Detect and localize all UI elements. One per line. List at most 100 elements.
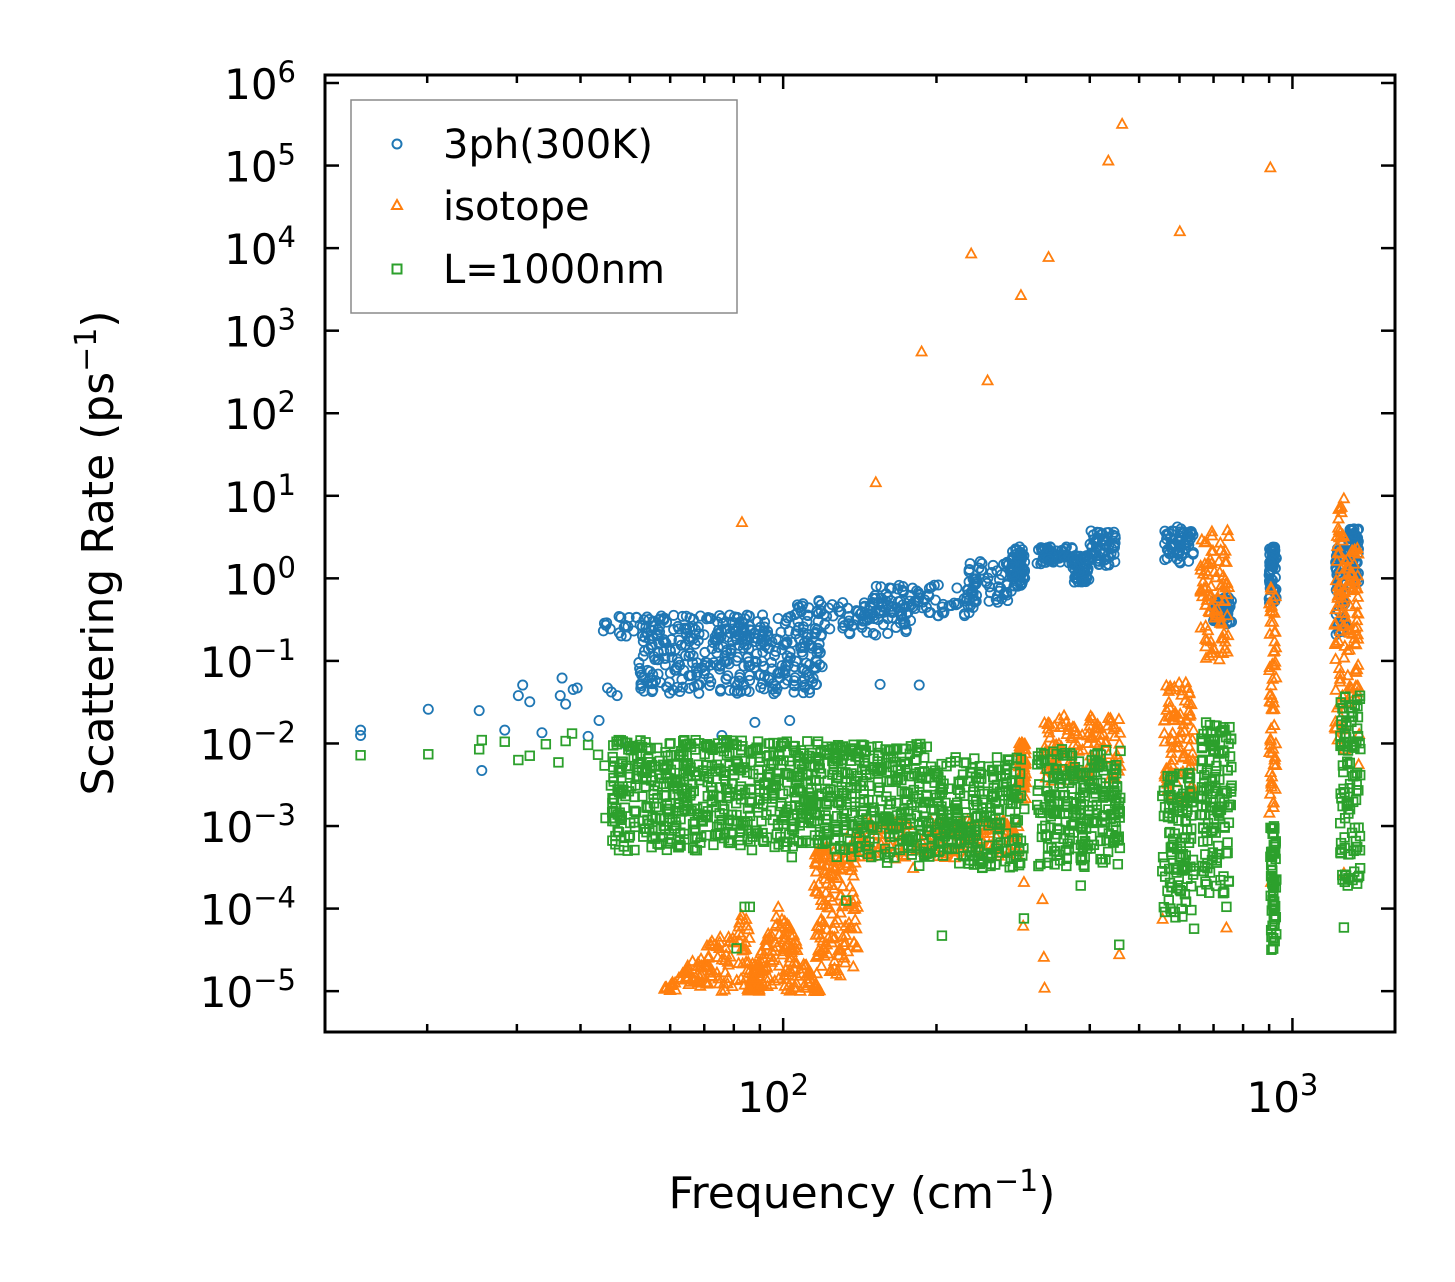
- x-axis-title-main: Frequency (cm: [669, 1168, 995, 1219]
- data-point: [998, 790, 1009, 801]
- data-point: [787, 928, 801, 940]
- data-point: [1042, 553, 1054, 565]
- data-point: [699, 660, 711, 672]
- data-point: [715, 983, 729, 996]
- data-point: [801, 802, 812, 813]
- data-point: [641, 611, 653, 623]
- data-point: [1010, 784, 1022, 796]
- data-point: [802, 736, 813, 747]
- data-point: [1175, 851, 1187, 862]
- data-point: [1068, 827, 1079, 838]
- data-point: [1164, 541, 1176, 553]
- data-point: [1175, 687, 1189, 700]
- data-point: [881, 791, 892, 802]
- data-point: [1197, 836, 1209, 847]
- data-point: [1201, 767, 1212, 778]
- data-point: [1171, 521, 1183, 533]
- data-point: [845, 859, 859, 872]
- data-point: [970, 845, 981, 856]
- data-point: [1350, 835, 1362, 847]
- data-point: [630, 611, 642, 623]
- data-point: [1200, 593, 1214, 605]
- data-point: [1263, 737, 1277, 750]
- data-point: [631, 773, 642, 785]
- data-point: [735, 908, 749, 921]
- legend-marker-triangle-icon: [390, 197, 404, 210]
- legend-entry-3ph: 3ph(300K): [443, 122, 653, 168]
- data-point: [814, 958, 828, 971]
- data-point: [1112, 947, 1126, 960]
- data-point: [688, 681, 700, 693]
- data-point: [1205, 524, 1219, 537]
- data-point: [1164, 682, 1178, 695]
- data-point: [476, 765, 488, 777]
- data-point: [872, 741, 883, 752]
- data-point: [1268, 542, 1280, 554]
- data-point: [1216, 646, 1230, 659]
- data-point: [700, 810, 712, 821]
- data-point: [1042, 250, 1056, 262]
- data-point: [622, 845, 633, 856]
- data-point: [679, 969, 693, 982]
- data-point: [1351, 606, 1365, 619]
- data-point: [657, 982, 671, 994]
- data-point: [1107, 717, 1121, 730]
- data-point: [499, 724, 511, 736]
- data-point: [1097, 857, 1108, 868]
- data-point: [1201, 783, 1212, 794]
- data-point: [766, 663, 778, 675]
- data-point: [782, 836, 793, 848]
- data-point: [1328, 616, 1342, 629]
- data-point: [1018, 913, 1030, 924]
- data-point: [553, 757, 564, 768]
- data-point: [1062, 801, 1073, 813]
- data-point: [794, 966, 808, 979]
- data-point: [705, 676, 717, 688]
- data-point: [735, 781, 747, 792]
- data-point: [1218, 886, 1229, 897]
- data-point: [1049, 796, 1060, 807]
- data-point: [1032, 785, 1043, 796]
- data-point: [1053, 720, 1067, 733]
- data-point: [708, 789, 719, 801]
- data-point: [721, 957, 736, 970]
- data-point: [917, 802, 928, 814]
- data-point: [843, 626, 855, 638]
- data-point: [859, 764, 871, 775]
- data-point: [726, 635, 738, 647]
- data-point: [767, 790, 778, 801]
- data-point: [560, 735, 571, 747]
- data-point: [1332, 502, 1346, 514]
- x-axis-title-sup: −1: [994, 1164, 1038, 1199]
- data-point: [922, 825, 933, 837]
- data-point: [1333, 674, 1347, 687]
- data-point: [1097, 823, 1108, 835]
- data-point: [1267, 718, 1281, 730]
- data-point: [1264, 556, 1276, 568]
- data-point: [936, 787, 947, 798]
- data-point: [964, 855, 975, 866]
- data-point: [679, 834, 690, 845]
- data-point: [637, 650, 649, 662]
- data-point: [758, 683, 770, 695]
- data-point: [846, 884, 860, 897]
- data-point: [1347, 556, 1361, 569]
- data-point: [1012, 815, 1024, 826]
- data-point: [960, 826, 972, 837]
- data-point: [646, 686, 658, 698]
- data-point: [1185, 527, 1197, 539]
- data-point: [932, 579, 944, 591]
- data-point: [1038, 980, 1052, 993]
- data-point: [1343, 625, 1357, 638]
- data-point: [872, 766, 883, 777]
- data-point: [913, 679, 925, 691]
- data-point: [1269, 823, 1280, 834]
- data-point: [806, 803, 818, 815]
- data-point: [560, 698, 572, 710]
- data-point: [1196, 574, 1210, 587]
- data-point: [623, 832, 635, 843]
- data-point: [1337, 491, 1351, 504]
- data-point: [830, 821, 841, 832]
- data-point: [874, 763, 885, 774]
- data-point: [1201, 555, 1215, 568]
